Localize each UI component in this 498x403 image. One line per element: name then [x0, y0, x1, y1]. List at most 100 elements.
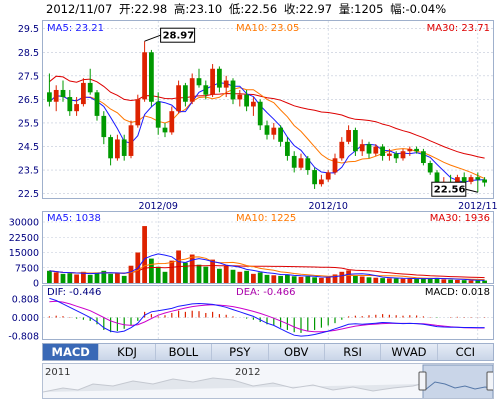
macd-tick-label: 0.000: [12, 313, 39, 324]
volume-bar: [183, 262, 188, 283]
macd-dea-label: DEA: -0.466: [236, 287, 295, 298]
candle-body: [455, 177, 460, 185]
volume-ma30-label: MA30: 1936: [430, 213, 490, 224]
candle-body: [67, 97, 73, 112]
candle-body: [203, 85, 209, 95]
tab-macd[interactable]: MACD: [43, 344, 100, 360]
quote-low: 低:22.56: [228, 2, 278, 16]
candle-body: [128, 125, 134, 156]
quote-close: 收:22.97: [283, 2, 333, 16]
tab-wvad[interactable]: WVAD: [381, 344, 438, 360]
volume-bar: [387, 278, 392, 283]
volume-bar: [291, 276, 297, 283]
candle-body: [189, 78, 195, 102]
range-navigator[interactable]: 2011 2012: [42, 363, 494, 399]
tab-boll[interactable]: BOLL: [156, 344, 213, 360]
price-tick-label: 24.5: [18, 142, 39, 153]
price-ma5-label: MA5: 23.21: [47, 23, 104, 34]
volume-bar: [468, 280, 474, 283]
volume-bar: [128, 265, 134, 283]
candle-body: [400, 151, 406, 159]
volume-bar: [312, 277, 317, 283]
candle-body: [264, 125, 270, 135]
candle-body: [461, 177, 467, 182]
date-axis: 2012/09 2012/10 2012/11: [138, 201, 497, 212]
volume-bar: [237, 271, 243, 283]
volume-bar: [74, 274, 79, 283]
volume-bar: [353, 275, 358, 283]
candle-body: [271, 127, 277, 135]
candle-body: [298, 158, 304, 168]
volume-bar: [60, 273, 66, 283]
candle-body: [183, 85, 188, 102]
date-tick-label: 2012/09: [138, 201, 177, 212]
volume-bar: [373, 277, 379, 283]
quote-high: 高:23.10: [173, 2, 223, 16]
candle-body: [414, 148, 419, 152]
tab-obv[interactable]: OBV: [269, 344, 325, 360]
candle-body: [94, 92, 100, 116]
navigator-left-handle[interactable]: [418, 371, 427, 391]
volume-bar: [230, 269, 236, 283]
volume-bar: [257, 272, 263, 283]
volume-bar: [115, 273, 120, 283]
volume-bar: [108, 273, 113, 283]
price-axis: 29.5 28.5 27.5 26.5 25.5 24.5 23.5 22.5: [18, 24, 39, 200]
navigator-right-handle[interactable]: [486, 371, 494, 391]
price-tick-label: 28.5: [18, 48, 39, 59]
candle-body: [285, 141, 290, 156]
volume-bar: [339, 271, 345, 283]
volume-bar: [81, 271, 86, 283]
candle-body: [475, 177, 481, 180]
volume-bars: [47, 226, 487, 283]
tab-psy[interactable]: PSY: [212, 344, 269, 360]
stock-chart[interactable]: 29.5 28.5 27.5 26.5 25.5 24.5 23.5 22.5 30000 22…: [0, 0, 498, 342]
volume-bar: [400, 278, 406, 283]
volume-bar: [189, 254, 195, 283]
volume-ma5-label: MA5: 1038: [47, 213, 101, 224]
candle-body: [325, 172, 331, 180]
price-tick-label: 22.5: [18, 189, 39, 200]
volume-bar: [210, 259, 215, 283]
candle-body: [230, 80, 236, 100]
candle-body: [169, 111, 175, 133]
volume-bar: [421, 278, 426, 283]
volume-bar: [87, 274, 93, 283]
candle-body: [142, 52, 147, 100]
candle-body: [53, 89, 59, 102]
indicator-tabs: MACD KDJ BOLL PSY OBV RSI WVAD CCI: [42, 343, 494, 361]
macd-dif-label: DIF: -0.446: [47, 287, 101, 298]
candle-body: [366, 144, 372, 154]
candle-body: [257, 101, 263, 126]
volume-tick-label: 15000: [9, 248, 39, 259]
volume-tick-label: 7500: [15, 263, 39, 274]
volume-tick-label: 0: [33, 279, 39, 290]
navigator-selection[interactable]: [422, 364, 493, 399]
ma30-line: [49, 75, 485, 159]
quote-open: 开:22.98: [118, 2, 168, 16]
candle-body: [217, 68, 222, 88]
volume-bar: [475, 280, 481, 283]
volume-bar: [53, 272, 59, 283]
navigator-label-2012: 2012: [235, 367, 260, 378]
volume-bar: [393, 278, 399, 283]
quote-header: 2012/11/07 开:22.98 高:23.10 低:22.56 收:22.…: [0, 0, 498, 18]
macd-lines: [49, 297, 485, 337]
volume-bar: [346, 270, 351, 283]
price-tick-label: 27.5: [18, 71, 39, 82]
candle-body: [101, 115, 107, 138]
tab-cci[interactable]: CCI: [455, 345, 476, 359]
navigator-label-2011: 2011: [45, 367, 70, 378]
volume-bar: [244, 270, 249, 283]
price-tick-label: 23.5: [18, 166, 39, 177]
volume-bar: [223, 265, 229, 283]
quote-volume: 量:1205: [338, 2, 384, 16]
candle-body: [176, 85, 181, 112]
date-tick-label: 2012/11: [458, 201, 497, 212]
volume-bar: [298, 276, 304, 283]
tab-rsi[interactable]: RSI: [325, 344, 382, 360]
candle-body: [251, 101, 256, 107]
price-ma30-label: MA30: 23.71: [427, 23, 490, 34]
tab-kdj[interactable]: KDJ: [99, 344, 156, 360]
quote-date: 2012/11/07: [46, 2, 113, 16]
